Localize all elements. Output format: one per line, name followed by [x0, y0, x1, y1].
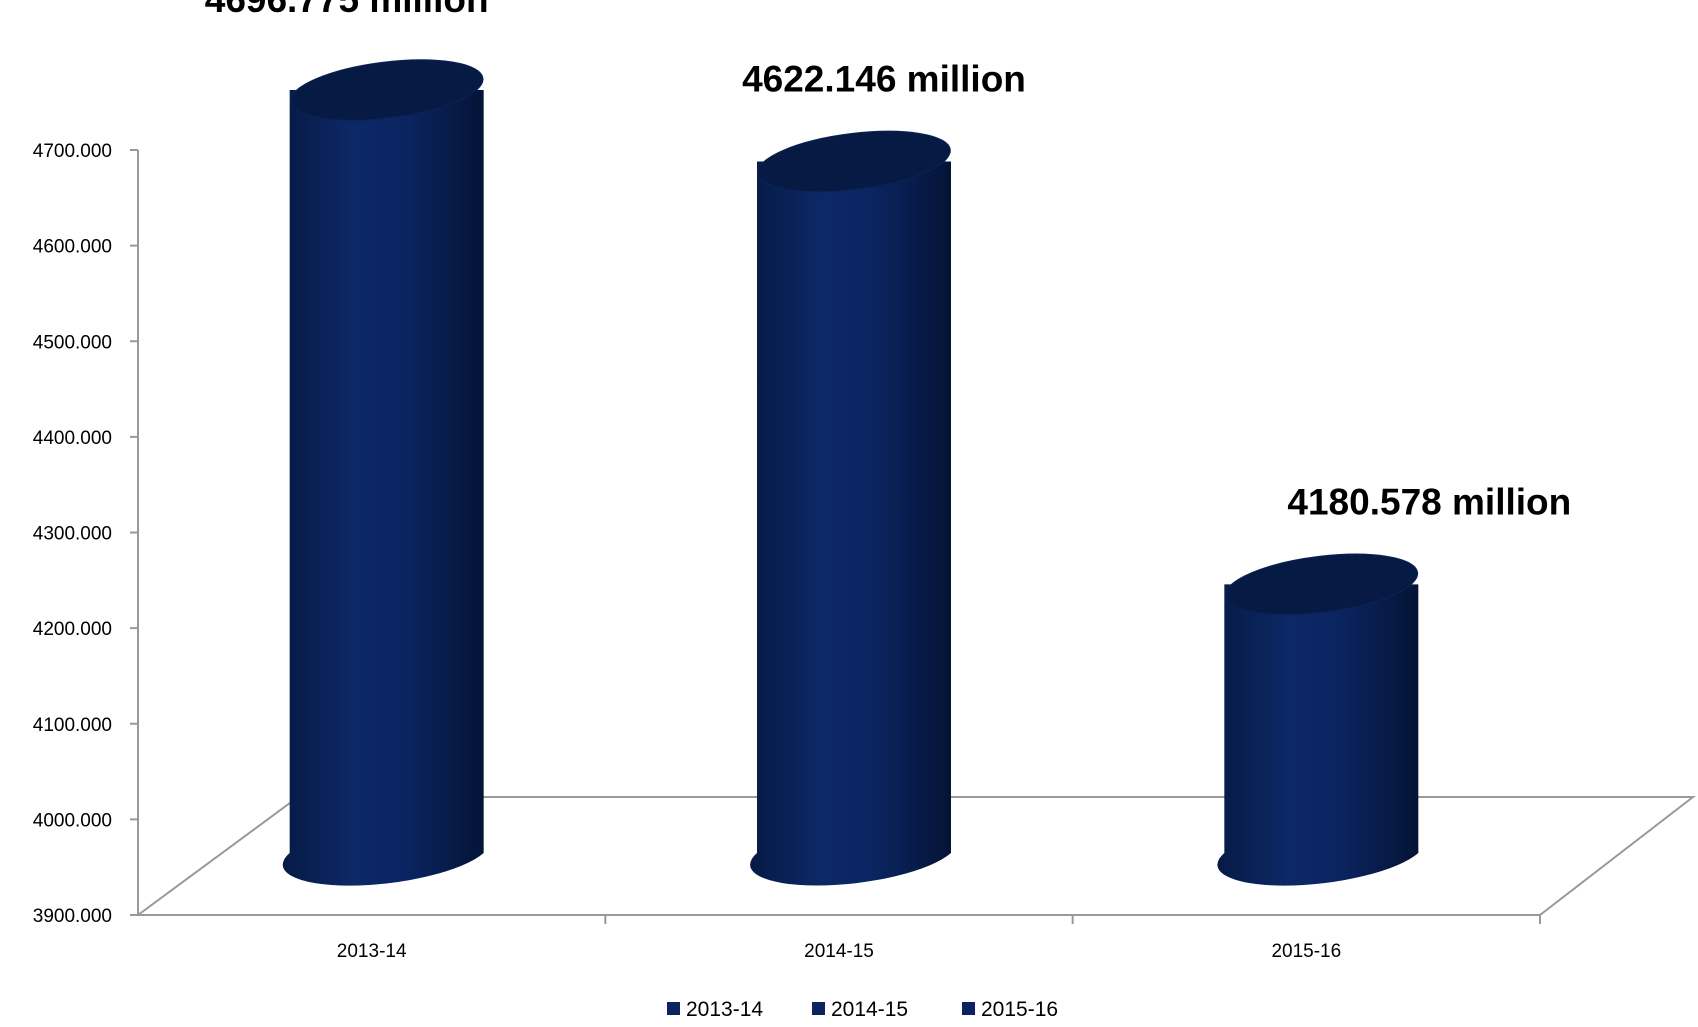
data-label: 4622.146 million	[742, 58, 1026, 99]
legend-swatch	[812, 1002, 825, 1015]
y-tick-label: 4100.000	[33, 715, 112, 736]
y-tick-label: 3900.000	[33, 906, 112, 927]
legend-label: 2014-15	[831, 998, 908, 1021]
data-labels: 4696.775 million 4622.146 million 4180.578…	[205, 0, 1571, 522]
y-tick-label: 4400.000	[33, 428, 112, 449]
y-tick-label: 4600.000	[33, 237, 112, 258]
axes: 3900.000 4000.000 4100.000 4200.000 4300.000…	[33, 141, 1696, 962]
bar-body	[1217, 584, 1419, 886]
legend-label: 2013-14	[686, 998, 763, 1021]
y-tick-label: 4000.000	[33, 810, 112, 831]
x-tick-label: 2015-16	[1271, 941, 1341, 962]
y-tick-label: 4300.000	[33, 524, 112, 545]
legend: 2013-14 2014-15 2015-16	[667, 998, 1058, 1021]
bar-2015-16	[1217, 553, 1419, 886]
bar-top	[1224, 553, 1419, 616]
bar-top	[757, 130, 951, 193]
legend-swatch	[667, 1002, 680, 1015]
x-tick-label: 2013-14	[337, 941, 407, 962]
bars	[282, 59, 1419, 886]
bar-top	[289, 59, 484, 121]
floor-outline	[137, 796, 1696, 916]
x-tick-label: 2014-15	[804, 941, 874, 962]
y-tick-label: 4500.000	[33, 332, 112, 353]
y-tick-label: 4700.000	[33, 141, 112, 162]
data-label: 4696.775 million	[205, 0, 489, 20]
bar-2013-14	[282, 59, 484, 886]
bar-body	[282, 90, 484, 886]
bar-body	[750, 161, 951, 886]
bar-2014-15	[750, 130, 951, 886]
y-tick-label: 4200.000	[33, 619, 112, 640]
legend-label: 2015-16	[981, 998, 1058, 1021]
legend-swatch	[962, 1002, 975, 1015]
data-label: 4180.578 million	[1287, 481, 1571, 522]
